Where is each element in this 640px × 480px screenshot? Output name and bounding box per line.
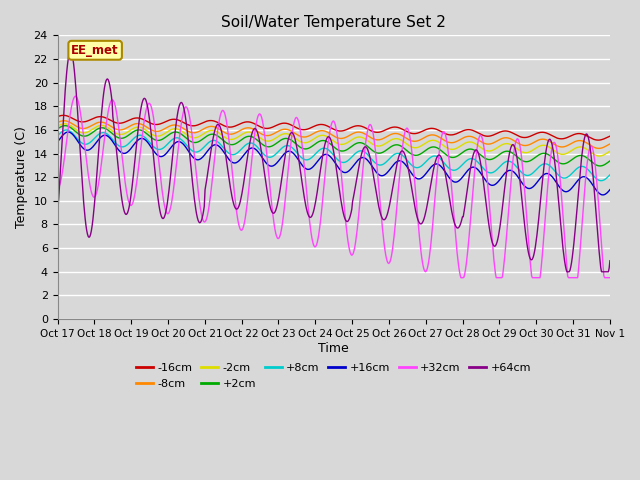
-16cm bbox=[54, 114, 61, 120]
+2cm bbox=[418, 150, 426, 156]
-8cm bbox=[177, 124, 185, 130]
+8cm bbox=[418, 163, 426, 168]
Line: +16cm: +16cm bbox=[58, 132, 610, 195]
+32cm bbox=[71, 93, 79, 99]
+2cm bbox=[54, 126, 61, 132]
+32cm bbox=[122, 180, 129, 185]
Line: +8cm: +8cm bbox=[58, 130, 610, 180]
Text: EE_met: EE_met bbox=[71, 44, 119, 57]
Line: -16cm: -16cm bbox=[58, 115, 610, 140]
-8cm bbox=[606, 141, 614, 147]
+2cm bbox=[207, 132, 214, 137]
+64cm bbox=[177, 99, 185, 105]
-16cm bbox=[65, 113, 72, 119]
+2cm bbox=[61, 123, 69, 129]
+8cm bbox=[177, 137, 185, 143]
-2cm bbox=[54, 123, 61, 129]
+8cm bbox=[62, 127, 70, 133]
+64cm bbox=[67, 48, 74, 54]
-16cm bbox=[207, 118, 214, 123]
+2cm bbox=[177, 131, 185, 137]
Line: -8cm: -8cm bbox=[58, 120, 610, 148]
+64cm bbox=[207, 152, 214, 157]
+64cm bbox=[418, 221, 426, 227]
-16cm bbox=[595, 137, 602, 143]
-16cm bbox=[122, 119, 129, 125]
+16cm bbox=[207, 144, 214, 150]
-16cm bbox=[606, 133, 614, 139]
+64cm bbox=[606, 258, 614, 264]
+8cm bbox=[54, 133, 61, 139]
+2cm bbox=[65, 123, 72, 129]
+16cm bbox=[177, 140, 185, 145]
-8cm bbox=[122, 126, 129, 132]
-8cm bbox=[54, 120, 61, 125]
-2cm bbox=[595, 153, 603, 159]
Title: Soil/Water Temperature Set 2: Soil/Water Temperature Set 2 bbox=[221, 15, 446, 30]
-2cm bbox=[402, 140, 410, 146]
-8cm bbox=[65, 119, 72, 124]
+64cm bbox=[122, 211, 129, 216]
+2cm bbox=[402, 146, 410, 152]
-2cm bbox=[61, 121, 68, 127]
+8cm bbox=[65, 127, 72, 133]
-16cm bbox=[60, 112, 67, 118]
+8cm bbox=[402, 156, 410, 161]
-2cm bbox=[207, 128, 214, 133]
+16cm bbox=[122, 150, 129, 156]
+16cm bbox=[606, 187, 614, 192]
-16cm bbox=[402, 128, 410, 134]
+16cm bbox=[54, 139, 61, 144]
+16cm bbox=[418, 175, 426, 181]
+32cm bbox=[207, 193, 214, 199]
-16cm bbox=[177, 119, 185, 124]
+64cm bbox=[563, 269, 571, 275]
-8cm bbox=[60, 118, 67, 123]
-8cm bbox=[595, 145, 602, 151]
X-axis label: Time: Time bbox=[318, 342, 349, 355]
Legend: -16cm, -8cm, -2cm, +2cm, +8cm, +16cm, +32cm, +64cm: -16cm, -8cm, -2cm, +2cm, +8cm, +16cm, +3… bbox=[132, 359, 536, 393]
+16cm bbox=[65, 129, 72, 135]
+2cm bbox=[606, 158, 614, 164]
+2cm bbox=[596, 163, 604, 169]
+32cm bbox=[457, 275, 465, 281]
+32cm bbox=[606, 275, 614, 281]
+2cm bbox=[122, 134, 129, 140]
+8cm bbox=[207, 138, 214, 144]
+64cm bbox=[63, 61, 71, 67]
-2cm bbox=[606, 148, 614, 154]
+8cm bbox=[122, 144, 129, 149]
+32cm bbox=[418, 254, 426, 260]
+32cm bbox=[54, 186, 61, 192]
+32cm bbox=[63, 131, 71, 136]
Y-axis label: Temperature (C): Temperature (C) bbox=[15, 126, 28, 228]
+16cm bbox=[63, 129, 71, 135]
+64cm bbox=[54, 213, 61, 219]
+32cm bbox=[177, 121, 185, 127]
+16cm bbox=[599, 192, 607, 198]
-2cm bbox=[177, 128, 185, 134]
+32cm bbox=[402, 127, 410, 133]
-8cm bbox=[418, 136, 426, 142]
-2cm bbox=[418, 143, 426, 148]
-2cm bbox=[122, 131, 129, 136]
Line: +32cm: +32cm bbox=[58, 96, 610, 278]
+8cm bbox=[606, 172, 614, 178]
Line: -2cm: -2cm bbox=[58, 124, 610, 156]
Line: +64cm: +64cm bbox=[58, 51, 610, 272]
-8cm bbox=[402, 135, 410, 141]
-8cm bbox=[207, 123, 214, 129]
-2cm bbox=[65, 121, 72, 127]
+8cm bbox=[598, 178, 605, 183]
+64cm bbox=[402, 154, 410, 159]
-16cm bbox=[418, 129, 426, 134]
Line: +2cm: +2cm bbox=[58, 126, 610, 166]
+16cm bbox=[402, 162, 410, 168]
